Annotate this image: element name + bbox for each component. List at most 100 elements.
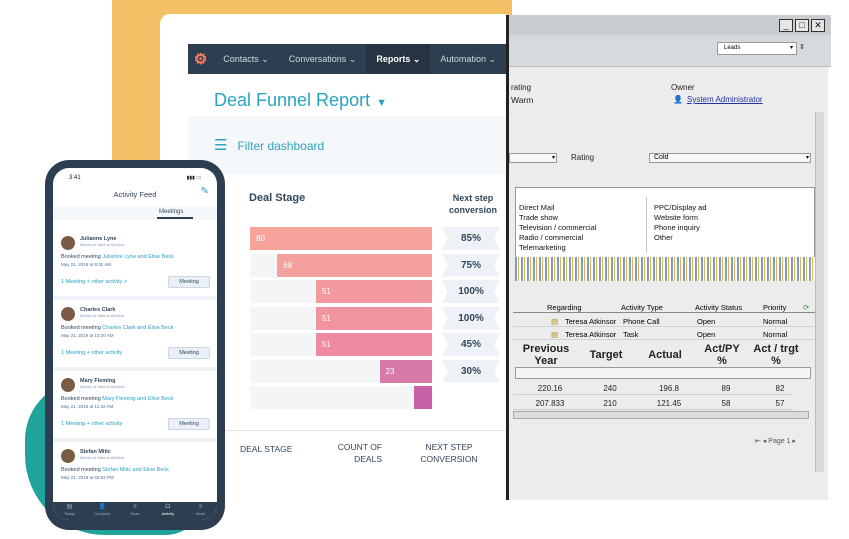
metrics-row[interactable]: 220.16 240 196.8 89 82 xyxy=(513,381,793,395)
meeting-button[interactable]: Meeting xyxy=(168,276,210,288)
nav-contacts[interactable]: Contacts ⌄ xyxy=(223,53,269,65)
metric-cell: 82 xyxy=(775,384,785,393)
nav-automation[interactable]: Automation ⌄ xyxy=(440,53,496,65)
feed-card[interactable]: Mary Fleming Director of Sales at HubSpot… xyxy=(53,372,217,442)
col-deal-stage[interactable]: DEAL STAGE xyxy=(240,444,293,454)
contact-name[interactable]: Charles Clark xyxy=(80,307,116,313)
contact-role: Director of Sales at HubSpot xyxy=(80,385,125,389)
hubspot-top-nav: ⚙ Contacts ⌄ Conversations ⌄ Reports ⌄ A… xyxy=(188,44,506,74)
feed-card[interactable]: Charles Clark Director of Sales at HubSpo… xyxy=(53,301,217,371)
funnel-bar[interactable]: 51 xyxy=(315,280,432,303)
nav-conversations[interactable]: Conversations ⌄ xyxy=(288,53,357,65)
legacy-crm-window: _ □ ✕ Leads ▾ ⇕ rating Warm Owner 👤 Syste… xyxy=(506,15,831,500)
contact-name[interactable]: Stefan Mitic xyxy=(80,449,111,455)
feed-card[interactable]: Julianne Lyne Director of Sales at HubSpo… xyxy=(53,230,217,300)
compose-icon[interactable]: ✎ xyxy=(200,186,209,197)
meeting-attendees-link[interactable]: Stefan Mitic and Elise Beck xyxy=(102,467,169,473)
pager-label: Page 1 xyxy=(768,438,791,445)
nav-reports[interactable]: Reports ⌄ xyxy=(366,44,431,74)
col-act-py[interactable]: Act/PY % xyxy=(704,343,740,367)
tab-label: More xyxy=(196,511,206,516)
funnel-bar[interactable]: 23 xyxy=(379,359,432,383)
activity-status: Open xyxy=(697,317,716,326)
col-actual[interactable]: Actual xyxy=(648,349,682,361)
col-activity-type[interactable]: Activity Type xyxy=(621,303,663,312)
minimize-icon[interactable]: _ xyxy=(779,19,793,32)
activity-type: Task xyxy=(623,330,639,339)
col-priority[interactable]: Priority xyxy=(763,303,787,312)
lead-source-option[interactable]: Television / commercial xyxy=(519,223,597,232)
contact-name[interactable]: Mary Fleming xyxy=(80,378,116,384)
contacts-icon: 👤 xyxy=(98,504,106,510)
funnel-bar[interactable]: 51 xyxy=(315,306,432,330)
activity-row[interactable]: ▤ Teresa Atkinsor Phone Call Open Normal xyxy=(513,315,819,327)
funnel-row-bg xyxy=(250,386,432,409)
col-regarding[interactable]: Regarding xyxy=(547,303,582,312)
metrics-filter-row[interactable] xyxy=(515,367,811,379)
tab-activity[interactable]: ☖ Activity xyxy=(151,502,184,520)
other-activity-link[interactable]: 1 Meeting + other activity xyxy=(61,421,123,427)
funnel-bar[interactable]: 51 xyxy=(315,333,432,356)
funnel-bar[interactable]: 80 xyxy=(250,227,432,250)
funnel-bar[interactable]: 68 xyxy=(277,253,432,277)
col-next-step-conversion[interactable]: NEXT STEP CONVERSION xyxy=(420,442,478,464)
lead-source-option[interactable]: Direct Mail xyxy=(519,203,555,212)
lead-source-option[interactable]: Phone inquiry xyxy=(654,223,700,232)
metric-cell: 57 xyxy=(775,399,785,408)
meeting-button[interactable]: Meeting xyxy=(168,418,210,430)
contact-name[interactable]: Julianne Lyne xyxy=(80,236,117,242)
tab-today[interactable]: ▤ Today xyxy=(53,502,86,520)
col-act-target[interactable]: Act / trgt % xyxy=(753,343,799,367)
funnel-bar-tail xyxy=(414,386,432,409)
activity-icon: ☖ xyxy=(165,504,171,510)
activity-row[interactable]: ▤ Teresa Atkinsor Task Open Normal xyxy=(513,328,819,340)
meeting-attendees-link[interactable]: Charles Clark and Elise Beck xyxy=(102,325,174,331)
tab-contacts[interactable]: 👤 Contacts xyxy=(86,502,119,520)
filter-dashboard-button[interactable]: ☰ Filter dashboard xyxy=(214,138,324,153)
scroll-arrows-icon[interactable]: ⇕ xyxy=(799,44,805,51)
col-previous-year[interactable]: Previous Year xyxy=(522,343,570,367)
pager[interactable]: ⇤ ◂ Page 1 ▸ xyxy=(755,438,796,445)
meeting-attendees-link[interactable]: Julianne Lyne and Elise Beck xyxy=(102,254,174,260)
tab-meetings[interactable]: Meetings xyxy=(159,209,184,215)
booked-meeting-text: Booked meeting Julianne Lyne and Elise B… xyxy=(61,254,174,260)
view-select[interactable]: Leads ▾ xyxy=(717,42,797,55)
col-count-of-deals[interactable]: COUNT OF DEALS xyxy=(337,442,382,464)
col-activity-status[interactable]: Activity Status xyxy=(695,303,743,312)
conversion-badge: 85% xyxy=(442,227,500,250)
chevron-down-icon: ▼ xyxy=(376,97,387,109)
lead-source-option[interactable]: Trade show xyxy=(519,213,558,222)
rating-field-select[interactable]: Cold ▾ xyxy=(649,153,811,163)
lead-source-option[interactable]: Telemarketing xyxy=(519,243,566,252)
tab-scan[interactable]: ⌾ Scan xyxy=(119,502,152,520)
lead-source-option[interactable]: Website form xyxy=(654,213,699,222)
meeting-attendees-link[interactable]: Mary Fleming and Elise Beck xyxy=(102,396,174,402)
hubspot-logo-icon[interactable]: ⚙ xyxy=(193,51,208,68)
booked-meeting-text: Booked meeting Stefan Mitic and Elise Be… xyxy=(61,467,169,473)
refresh-icon[interactable]: ⟳ xyxy=(803,303,810,312)
report-title[interactable]: Deal Funnel Report ▼ xyxy=(214,90,387,111)
activity-regarding: Teresa Atkinsor xyxy=(565,317,617,326)
other-activity-link[interactable]: 1 Meeting + other activity > xyxy=(61,279,128,285)
booked-meeting-label: Booked meeting xyxy=(61,467,103,473)
lead-source-select[interactable]: ▾ xyxy=(509,153,557,163)
sliders-icon: ☰ xyxy=(214,137,228,154)
owner-link[interactable]: System Administrator xyxy=(687,95,763,104)
other-activity-link[interactable]: 1 Meeting + other activity xyxy=(61,350,123,356)
avatar xyxy=(61,236,75,250)
vertical-scrollbar[interactable] xyxy=(815,112,824,472)
close-icon[interactable]: ✕ xyxy=(811,19,825,32)
horizontal-scrollbar[interactable] xyxy=(513,411,809,419)
lead-source-option[interactable]: PPC/Display ad xyxy=(654,203,707,212)
tab-label: Scan xyxy=(130,511,140,516)
lead-source-option[interactable]: Other xyxy=(654,233,673,242)
col-target[interactable]: Target xyxy=(589,349,623,361)
lead-source-option[interactable]: Radio / commercial xyxy=(519,233,584,242)
maximize-icon[interactable]: □ xyxy=(795,19,809,32)
activity-type: Phone Call xyxy=(623,317,660,326)
conversion-badge: 45% xyxy=(442,333,500,356)
metrics-row[interactable]: 207.833 210 121.45 58 57 xyxy=(513,396,793,410)
tab-more[interactable]: ≡ More xyxy=(184,502,217,520)
today-icon: ▤ xyxy=(66,504,73,510)
meeting-button[interactable]: Meeting xyxy=(168,347,210,359)
